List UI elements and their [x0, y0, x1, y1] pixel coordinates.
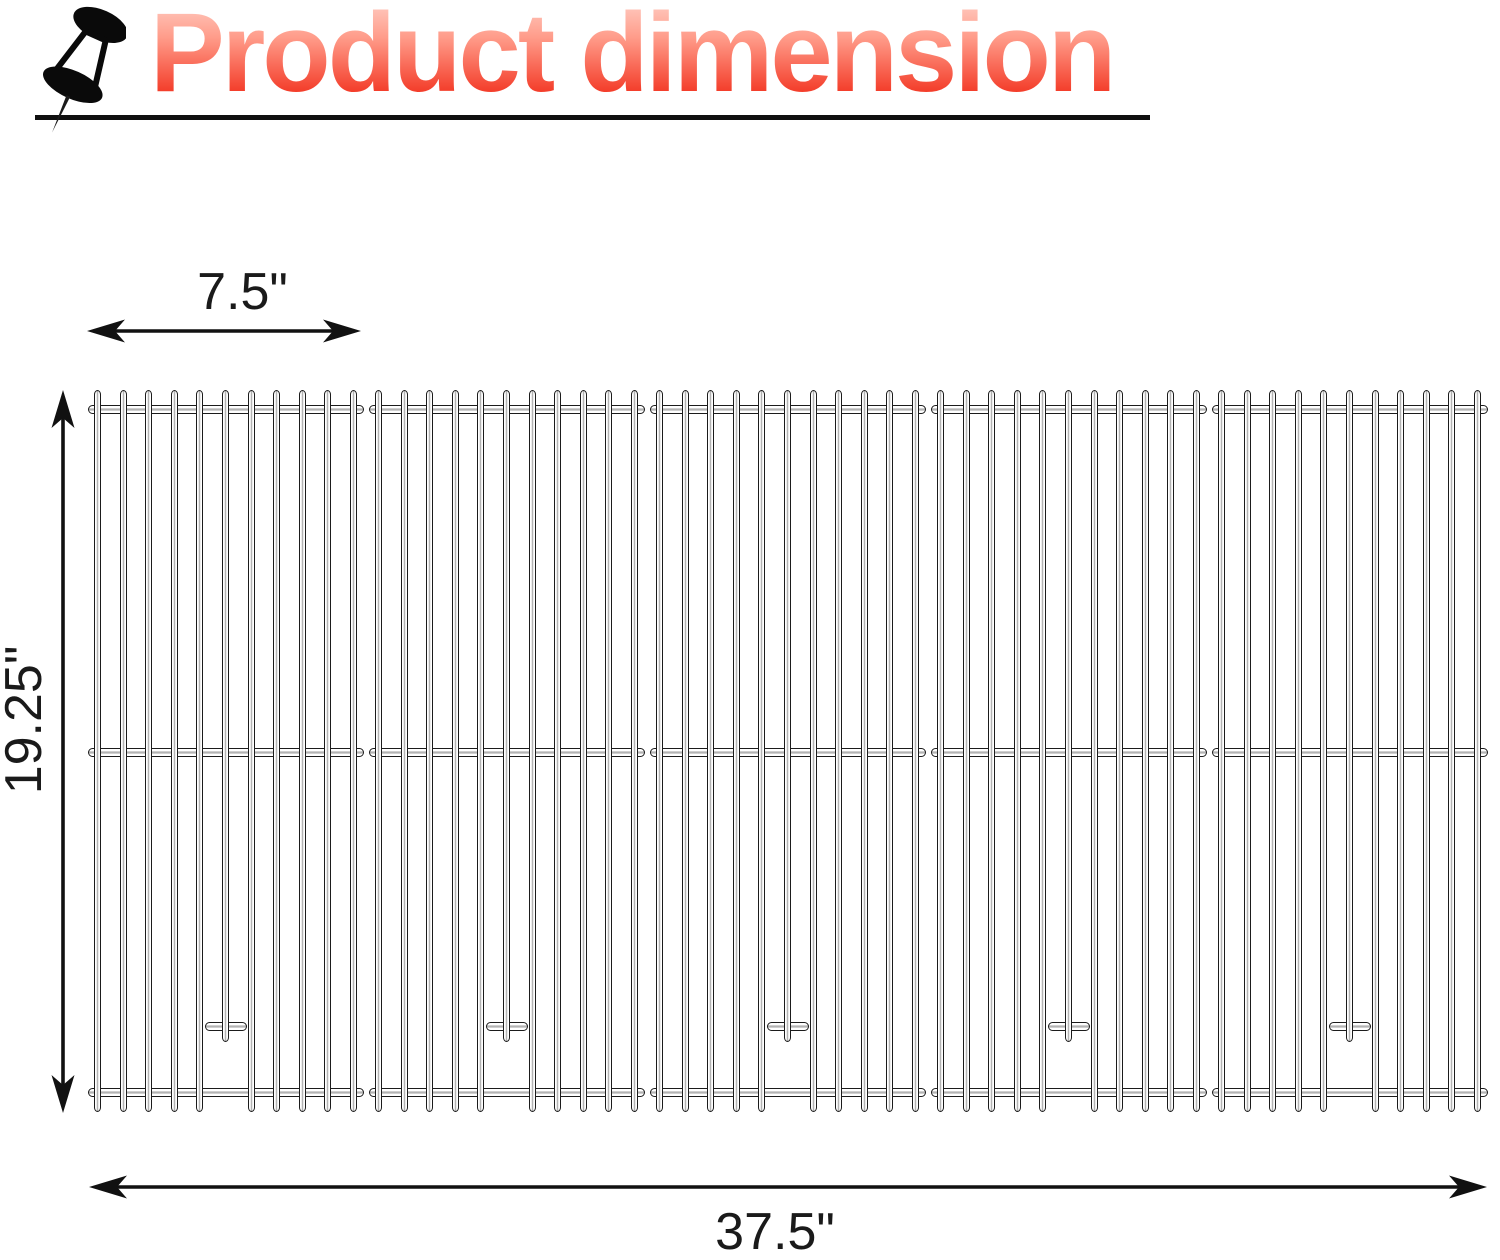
- grate-bar: [1269, 390, 1277, 1112]
- pushpin-icon: [42, 6, 126, 133]
- panel-width-arrow: [87, 319, 361, 343]
- grate-bar: [656, 390, 663, 1112]
- grate-bar: [988, 390, 996, 1112]
- grate-panel: [88, 390, 369, 1112]
- grate-bar: [605, 390, 613, 1112]
- depth-arrow: [51, 390, 75, 1113]
- grate-bar: [835, 390, 843, 1112]
- grate-bar: [1243, 390, 1251, 1112]
- grate-panel: [369, 390, 650, 1112]
- title-underline: [35, 115, 1150, 120]
- grate-bar: [1141, 390, 1149, 1112]
- grate-bar: [579, 390, 587, 1112]
- grate-bar: [1218, 390, 1225, 1112]
- grate-bar: [809, 390, 817, 1112]
- grate-cross-rod: [88, 1088, 364, 1097]
- depth-label: 19.25": [0, 645, 53, 795]
- grate-bar: [1397, 390, 1405, 1112]
- grate-bar: [247, 390, 255, 1112]
- grate-bar: [860, 390, 868, 1112]
- grate-bar: [1294, 390, 1302, 1112]
- grate-bar: [784, 390, 791, 1042]
- grate-bar: [451, 390, 459, 1112]
- grate-bar: [1116, 390, 1124, 1112]
- grate-bar: [1320, 390, 1328, 1112]
- grate-panel: [1212, 390, 1493, 1112]
- grate-bar: [145, 390, 153, 1112]
- grate-bar: [375, 390, 382, 1112]
- grate-cross-rod: [650, 1088, 926, 1097]
- grate-bar: [1193, 390, 1200, 1112]
- grate-bar: [1090, 390, 1098, 1112]
- grate-bar: [732, 390, 740, 1112]
- total-width-label: 37.5": [715, 1203, 835, 1260]
- grate-bar: [758, 390, 766, 1112]
- grate-bar: [273, 390, 281, 1112]
- grate-bar: [324, 390, 332, 1112]
- grate-cross-rod: [369, 1088, 645, 1097]
- grate-bar: [1039, 390, 1047, 1112]
- grate-bar: [681, 390, 689, 1112]
- grate-bar: [94, 390, 101, 1112]
- grate-bar: [400, 390, 408, 1112]
- grate-bar: [554, 390, 562, 1112]
- grate-bar: [1013, 390, 1021, 1112]
- grate-cross-rod: [1212, 1088, 1488, 1097]
- grate-bar: [170, 390, 178, 1112]
- grate-bar: [707, 390, 715, 1112]
- grate-bar: [298, 390, 306, 1112]
- grate-bar: [886, 390, 894, 1112]
- page-title: Product dimension: [150, 0, 1116, 118]
- grate-bar: [1474, 390, 1481, 1112]
- grate-bar: [1448, 390, 1456, 1112]
- grate-panel: [650, 390, 931, 1112]
- grate-bar: [528, 390, 536, 1112]
- grate-bar: [119, 390, 127, 1112]
- grate-bar: [350, 390, 357, 1112]
- grate-bar: [1346, 390, 1353, 1042]
- grill-grates-drawing: [88, 390, 1488, 1112]
- grate-bar: [1422, 390, 1430, 1112]
- grate-bar: [503, 390, 510, 1042]
- grate-bar: [196, 390, 204, 1112]
- grate-bar: [1065, 390, 1072, 1042]
- grate-cross-rod: [931, 1088, 1207, 1097]
- total-width-arrow: [89, 1175, 1487, 1199]
- panel-width-label: 7.5": [197, 263, 288, 321]
- grate-bar: [631, 390, 638, 1112]
- grate-bar: [912, 390, 919, 1112]
- grate-bar: [1371, 390, 1379, 1112]
- grate-panel: [931, 390, 1212, 1112]
- grate-bar: [426, 390, 434, 1112]
- grate-bar: [477, 390, 485, 1112]
- grate-bar: [1167, 390, 1175, 1112]
- grate-bar: [962, 390, 970, 1112]
- grate-bar: [937, 390, 944, 1112]
- grate-bar: [222, 390, 229, 1042]
